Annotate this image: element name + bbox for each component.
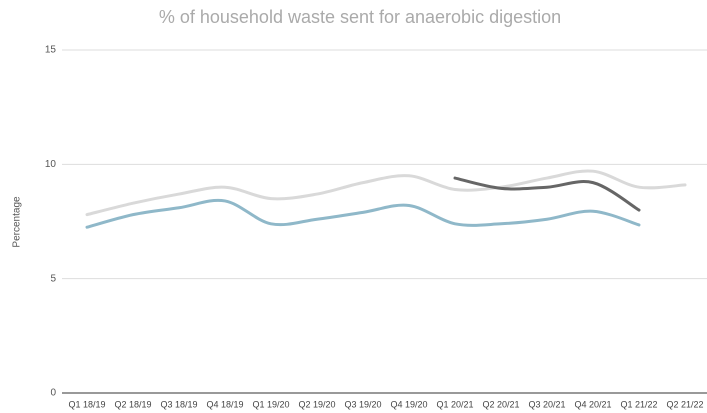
series-line (85, 198, 641, 229)
chart-title: % of household waste sent for anaerobic … (159, 7, 561, 27)
series-line (453, 176, 641, 212)
y-axis-label: Percentage (12, 196, 23, 248)
x-tick-label: Q1 19/20 (252, 399, 289, 409)
y-tick-label: 10 (45, 159, 57, 170)
x-tick-label: Q2 18/19 (114, 399, 151, 409)
x-tick-label: Q4 18/19 (206, 399, 243, 409)
x-tick-label: Q4 19/20 (390, 399, 427, 409)
x-tick-label: Q3 20/21 (528, 399, 565, 409)
x-tick-label: Q1 18/19 (68, 399, 105, 409)
x-tick-label: Q2 20/21 (482, 399, 519, 409)
x-tick-label: Q4 20/21 (574, 399, 611, 409)
x-tick-label: Q2 19/20 (298, 399, 335, 409)
x-tick-label: Q2 21/22 (666, 399, 703, 409)
y-tick-label: 15 (45, 45, 57, 56)
y-tick-label: 0 (50, 388, 56, 399)
x-tick-label: Q3 18/19 (160, 399, 197, 409)
x-tick-label: Q1 21/22 (620, 399, 657, 409)
x-tick-label: Q3 19/20 (344, 399, 381, 409)
x-tick-label: Q1 20/21 (436, 399, 473, 409)
series-line (85, 169, 687, 217)
y-tick-label: 5 (50, 273, 56, 284)
